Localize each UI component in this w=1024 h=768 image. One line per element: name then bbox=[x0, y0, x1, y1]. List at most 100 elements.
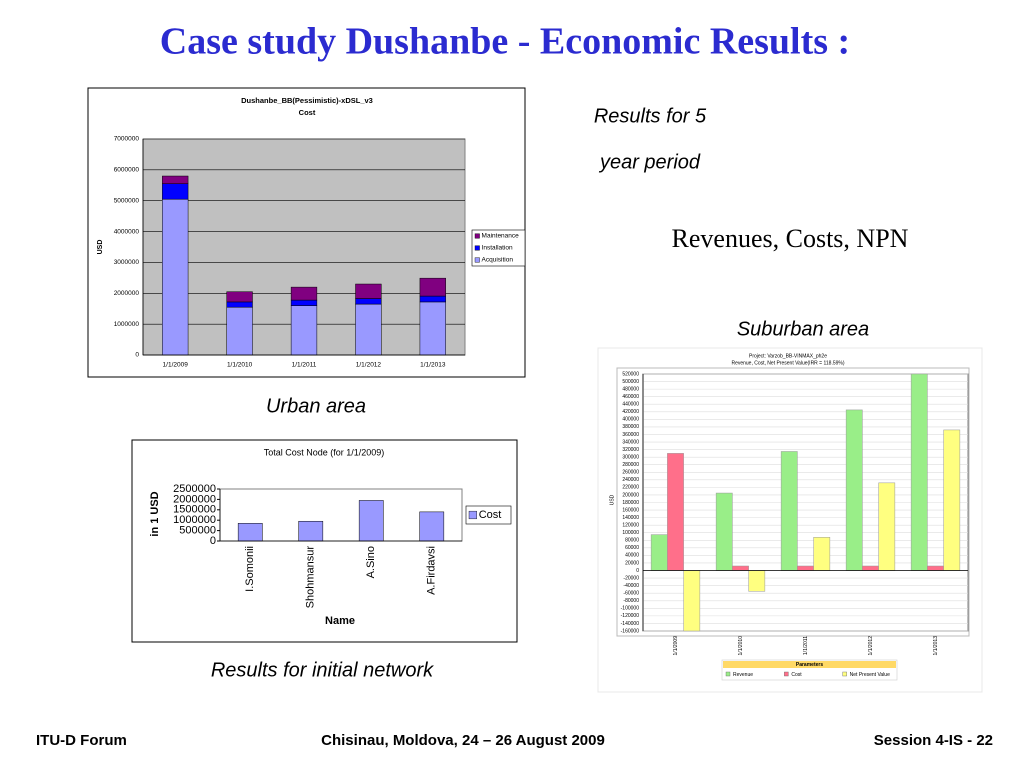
bar bbox=[358, 500, 384, 542]
x-axis-label: Name bbox=[325, 615, 355, 627]
caption: Results for 5 bbox=[594, 105, 707, 127]
footer-center: Chisinau, Moldova, 24 – 26 August 2009 bbox=[321, 732, 605, 749]
y-tick-label: 3000000 bbox=[114, 259, 140, 266]
y-tick-label: 260000 bbox=[622, 470, 639, 476]
x-tick-label: A.Firdavsi bbox=[426, 546, 438, 595]
y-axis-label: USD bbox=[97, 240, 104, 255]
bar bbox=[943, 429, 961, 571]
bar bbox=[748, 570, 766, 592]
bar-segment bbox=[162, 175, 189, 184]
y-tick-label: 220000 bbox=[622, 485, 639, 491]
y-tick-label: 420000 bbox=[622, 409, 639, 415]
bar bbox=[878, 482, 896, 571]
y-tick-label: 320000 bbox=[622, 447, 639, 453]
y-tick-label: 500000 bbox=[179, 525, 216, 537]
y-tick-label: 4000000 bbox=[114, 228, 140, 235]
bar-segment bbox=[419, 295, 446, 303]
legend-title-bg bbox=[723, 661, 896, 668]
x-tick-label: I.Somonii bbox=[244, 546, 256, 592]
legend-swatch bbox=[468, 510, 477, 520]
legend-label: Net Present Value bbox=[850, 672, 890, 678]
y-tick-label: 160000 bbox=[622, 507, 639, 513]
bar bbox=[780, 451, 798, 571]
bar-segment bbox=[290, 286, 318, 301]
y-tick-label: 2500000 bbox=[173, 483, 216, 495]
caption: Results for initial network bbox=[211, 659, 434, 681]
y-tick-label: 480000 bbox=[622, 386, 639, 392]
x-tick-label: A.Sino bbox=[365, 546, 377, 578]
y-tick-label: -60000 bbox=[623, 591, 639, 597]
bar bbox=[237, 523, 263, 542]
y-tick-label: -100000 bbox=[621, 606, 640, 612]
caption: Suburban area bbox=[737, 318, 869, 340]
y-tick-label: 100000 bbox=[622, 530, 639, 536]
legend-box bbox=[471, 229, 526, 267]
legend-label: Revenue bbox=[733, 672, 753, 678]
y-tick-label: 0 bbox=[636, 568, 639, 574]
y-tick-label: 520000 bbox=[622, 371, 639, 377]
slide-title: Case study Dushanbe - Economic Results : bbox=[160, 21, 850, 63]
x-tick-label: 1/1/2011 bbox=[292, 362, 317, 369]
y-tick-label: 280000 bbox=[622, 462, 639, 468]
bar bbox=[845, 409, 863, 571]
y-tick-label: 5000000 bbox=[114, 197, 140, 204]
caption: Revenues, Costs, NPN bbox=[672, 224, 909, 253]
bar bbox=[650, 534, 668, 571]
y-tick-label: -40000 bbox=[623, 583, 639, 589]
chart-title: Total Cost Node (for 1/1/2009) bbox=[264, 447, 385, 457]
legend-swatch bbox=[784, 671, 789, 677]
bar bbox=[715, 492, 733, 571]
x-tick-label: 1/1/2009 bbox=[673, 636, 679, 656]
y-tick-label: 340000 bbox=[622, 439, 639, 445]
bar bbox=[683, 570, 701, 632]
y-tick-label: 400000 bbox=[622, 417, 639, 423]
legend-swatch bbox=[725, 671, 731, 677]
bar-segment bbox=[162, 183, 189, 200]
bar-segment bbox=[290, 299, 318, 306]
bar-segment bbox=[162, 198, 189, 356]
y-tick-label: 60000 bbox=[625, 545, 639, 551]
bar-segment bbox=[226, 291, 253, 303]
x-tick-label: 1/1/2013 bbox=[420, 362, 446, 369]
legend-swatch bbox=[842, 671, 847, 677]
y-tick-label: 440000 bbox=[622, 402, 639, 408]
legend-title: Parameters bbox=[796, 662, 823, 668]
legend-label: Installation bbox=[482, 245, 513, 252]
x-tick-label: 1/1/2010 bbox=[738, 636, 744, 656]
y-axis-label: in 1 USD bbox=[149, 491, 161, 536]
legend-label: Cost bbox=[479, 509, 502, 521]
footer-right: Session 4-IS - 22 bbox=[874, 732, 993, 749]
y-tick-label: 500000 bbox=[622, 379, 639, 385]
bar-segment bbox=[355, 298, 382, 305]
y-tick-label: 7000000 bbox=[114, 136, 140, 143]
footer-left: ITU-D Forum bbox=[36, 732, 127, 749]
y-tick-label: 1000000 bbox=[114, 321, 140, 328]
legend-label: Acquisition bbox=[482, 257, 514, 264]
chart-subtitle: Revenue, Cost, Net Present Value(IRR = 1… bbox=[731, 360, 844, 366]
y-tick-label: 1500000 bbox=[173, 504, 216, 516]
y-tick-label: 40000 bbox=[625, 553, 639, 559]
bar bbox=[910, 373, 928, 571]
chart-title: Dushanbe_BB(Pessimistic)-xDSL_v3 bbox=[241, 96, 373, 105]
bar-segment bbox=[355, 283, 382, 299]
legend-box bbox=[465, 505, 512, 525]
x-tick-label: 1/1/2012 bbox=[868, 636, 874, 656]
bar-segment bbox=[226, 301, 253, 308]
legend-label: Cost bbox=[791, 672, 802, 678]
y-tick-label: -160000 bbox=[621, 628, 640, 634]
x-tick-label: 1/1/2010 bbox=[227, 362, 253, 369]
legend-label: Maintenance bbox=[482, 233, 520, 240]
y-tick-label: -120000 bbox=[621, 613, 640, 619]
x-tick-label: 1/1/2012 bbox=[356, 362, 382, 369]
y-tick-label: 1000000 bbox=[173, 514, 216, 526]
x-tick-label: 1/1/2009 bbox=[163, 362, 189, 369]
x-tick-label: Shohmansur bbox=[305, 546, 317, 609]
y-tick-label: 2000000 bbox=[173, 493, 216, 505]
caption: year period bbox=[598, 151, 701, 173]
bar bbox=[813, 537, 831, 571]
bar-segment bbox=[419, 301, 446, 356]
y-tick-label: 360000 bbox=[622, 432, 639, 438]
bar bbox=[298, 520, 324, 542]
bar bbox=[927, 565, 944, 571]
